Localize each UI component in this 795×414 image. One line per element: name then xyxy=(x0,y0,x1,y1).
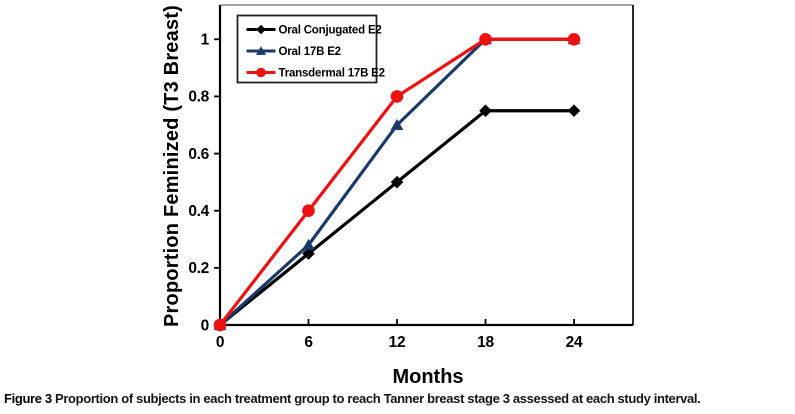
series-marker-diamond xyxy=(390,175,404,189)
x-tick-label: 6 xyxy=(304,334,313,351)
figure-caption: Figure 3 Proportion of subjects in each … xyxy=(4,391,792,406)
x-axis-title: Months xyxy=(392,366,464,388)
figure-caption-text: Proportion of subjects in each treatment… xyxy=(55,391,701,406)
y-tick-label: 1 xyxy=(201,32,210,49)
series-marker-circle xyxy=(567,32,581,46)
x-tick-label: 18 xyxy=(477,334,494,351)
series-marker-circle xyxy=(213,318,227,332)
y-tick-label: 0 xyxy=(201,317,209,334)
series-line-oral-conjugated-e2 xyxy=(218,109,574,327)
legend-label: Oral Conjugated E2 xyxy=(279,25,382,37)
y-tick-label: 0.2 xyxy=(188,260,209,277)
series-marker-diamond xyxy=(302,247,315,260)
series-marker-circle xyxy=(302,204,315,218)
x-tick-label: 0 xyxy=(216,334,224,351)
y-tick-label: 0.8 xyxy=(188,89,209,106)
series-marker-triangle xyxy=(302,238,315,251)
legend-marker-triangle xyxy=(255,46,267,55)
series-marker-circle xyxy=(479,32,492,46)
y-tick-label: 0.4 xyxy=(188,203,209,220)
legend-marker-circle xyxy=(256,67,266,78)
x-tick-label: 12 xyxy=(389,334,406,351)
series-marker-triangle xyxy=(390,118,404,131)
legend-label: Oral 17B E2 xyxy=(279,46,341,58)
figure-caption-label: Figure 3 xyxy=(4,391,52,406)
y-tick-label: 0.6 xyxy=(188,146,209,163)
x-tick-label: 24 xyxy=(566,334,583,351)
legend-marker-diamond xyxy=(256,24,266,35)
y-axis-title: Proportion Feminized (T3 Breast) xyxy=(161,5,183,327)
series-marker-diamond xyxy=(567,104,581,118)
legend-label: Transdermal 17B E2 xyxy=(279,68,385,80)
series-marker-circle xyxy=(390,90,404,103)
series-marker-diamond xyxy=(479,104,492,118)
chart-svg: 0 0.2 0.4 0.6 0.8 1 0 6 12 18 24 Oral Conjugated E2… xyxy=(188,4,634,351)
